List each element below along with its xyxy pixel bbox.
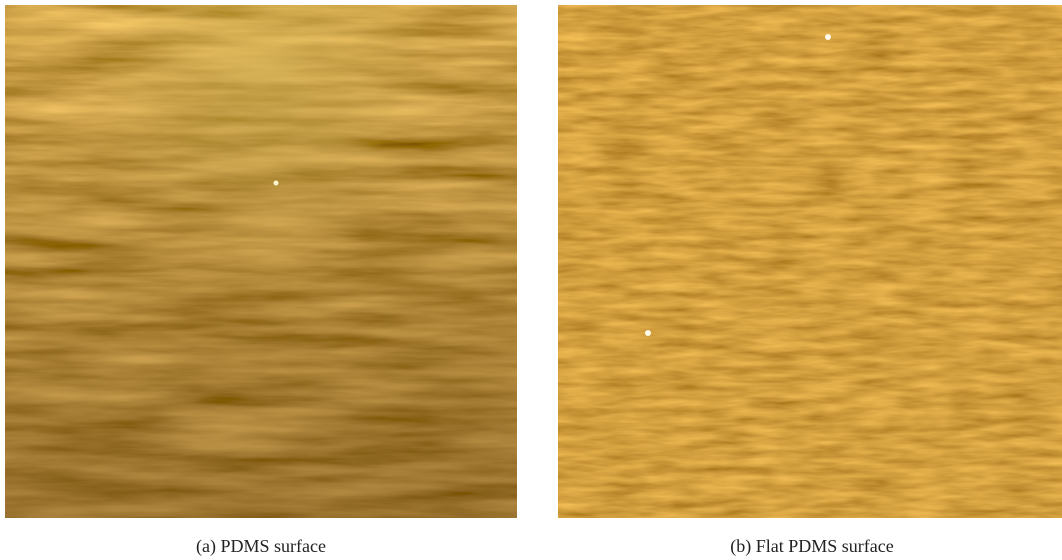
afm-shade	[5, 5, 517, 518]
image-a	[5, 5, 517, 518]
image-b	[558, 5, 1062, 518]
figure: (a) PDMS surface (b) Flat PDMS surface	[0, 0, 1062, 560]
afm-texture	[558, 5, 1062, 518]
particle	[825, 34, 831, 40]
caption: (b) Flat PDMS surface	[730, 536, 893, 557]
caption: (a) PDMS surface	[196, 536, 326, 557]
particle	[274, 181, 279, 186]
particle	[645, 330, 651, 336]
